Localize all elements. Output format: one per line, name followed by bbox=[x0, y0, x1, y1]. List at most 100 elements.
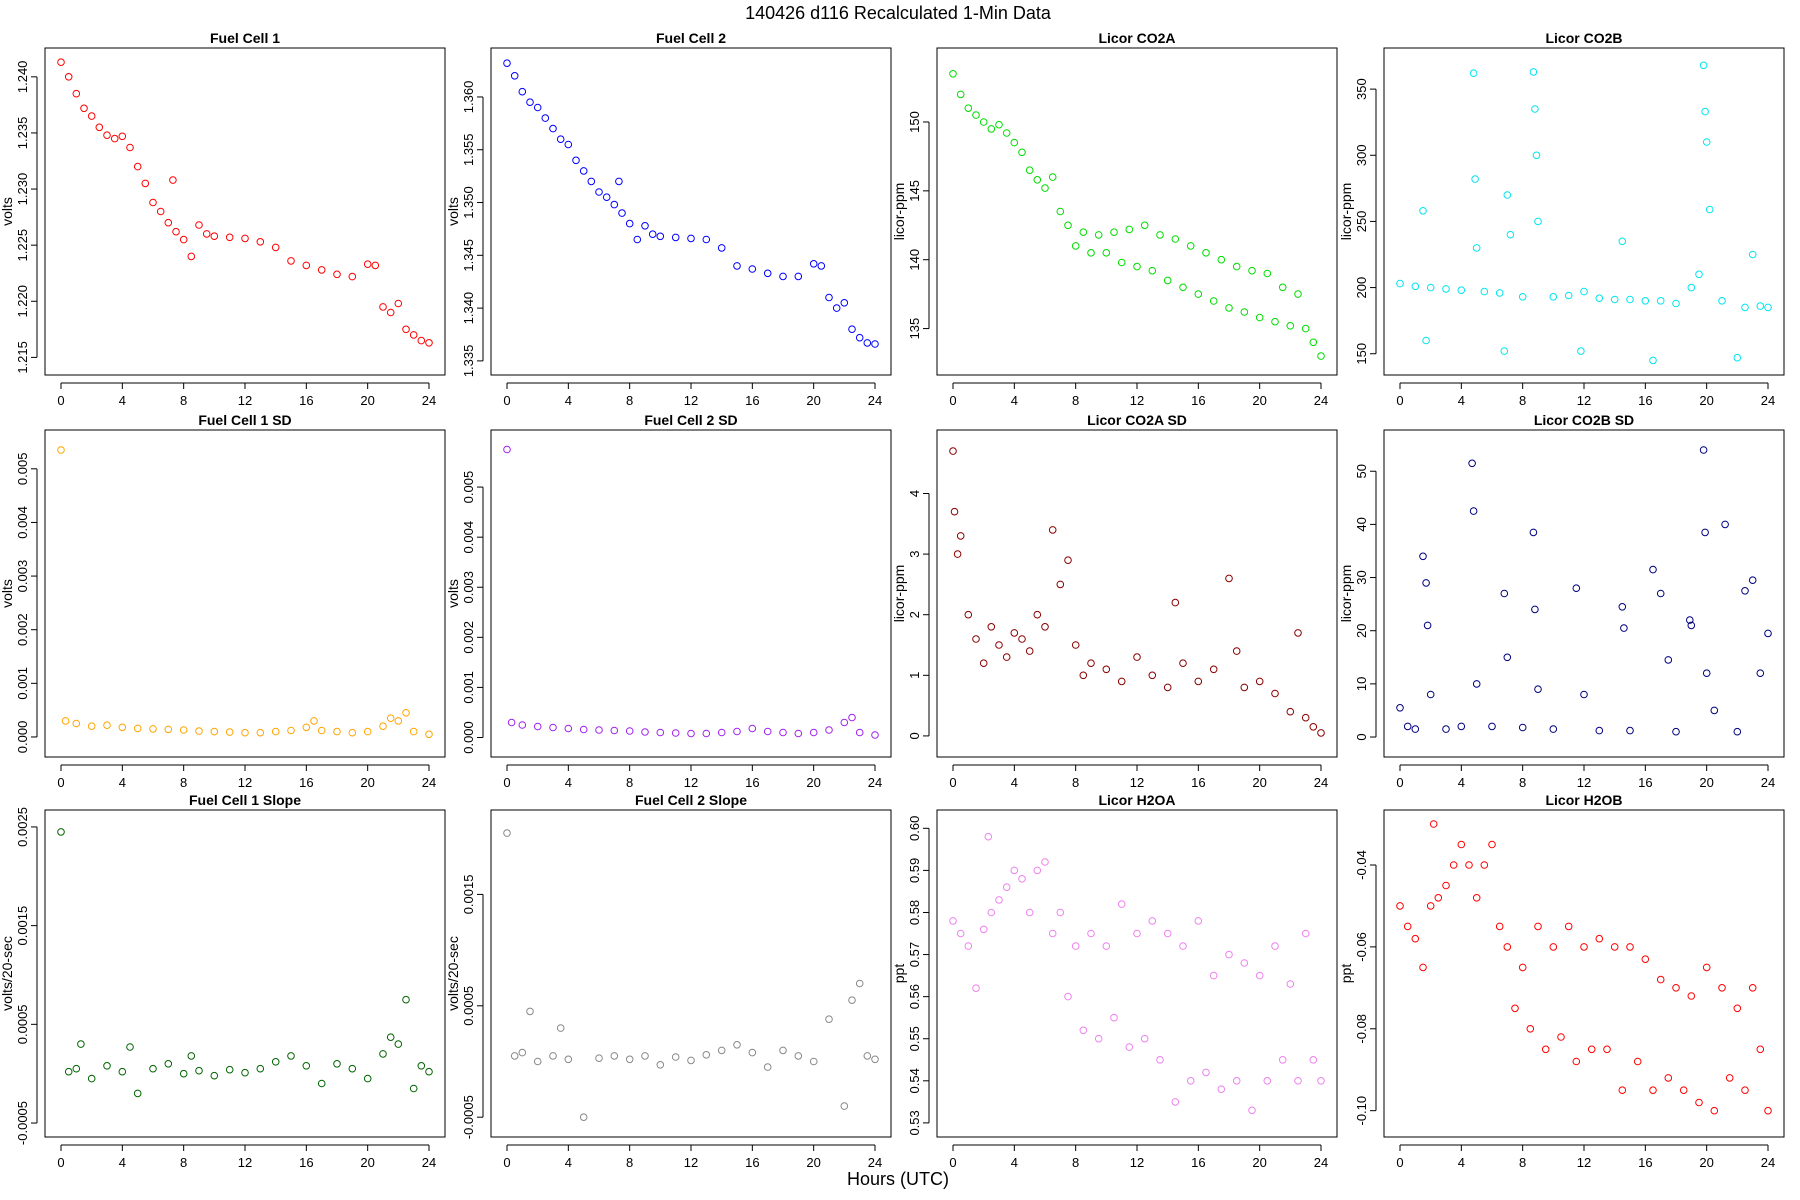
y-tick-label: 0.002 bbox=[15, 613, 30, 646]
data-point bbox=[1171, 598, 1180, 607]
y-tick-label: 1.345 bbox=[461, 239, 476, 272]
y-tick-label: 350 bbox=[1354, 78, 1369, 100]
data-point bbox=[1419, 963, 1427, 972]
x-tick-label: 24 bbox=[422, 393, 436, 408]
data-point bbox=[271, 1058, 280, 1066]
panel-title: Fuel Cell 1 bbox=[210, 30, 280, 46]
data-point bbox=[195, 727, 203, 735]
x-tick-label: 0 bbox=[1396, 393, 1403, 408]
data-point bbox=[595, 1054, 603, 1062]
data-point bbox=[317, 1079, 326, 1088]
y-tick-label: 0.003 bbox=[461, 571, 476, 604]
data-point bbox=[1002, 883, 1011, 892]
y-tick-label: 200 bbox=[1354, 277, 1369, 299]
data-point bbox=[1102, 249, 1111, 257]
panel-12: Licor H2OB 0 4 8 12 16 20 24 -0.10 -0.08 -0.06 -0.0… bbox=[1338, 792, 1785, 1170]
data-point bbox=[1503, 191, 1512, 199]
data-point bbox=[507, 718, 516, 727]
data-point bbox=[80, 104, 88, 113]
data-point bbox=[149, 1064, 157, 1073]
plot-frame bbox=[936, 429, 1338, 758]
data-point bbox=[179, 235, 188, 244]
data-point bbox=[809, 260, 818, 268]
x-tick-label: 4 bbox=[565, 775, 572, 790]
data-point bbox=[1702, 138, 1711, 146]
data-point bbox=[1255, 313, 1264, 322]
data-point bbox=[518, 721, 527, 729]
y-tick-label: 0.005 bbox=[15, 453, 30, 486]
data-point bbox=[1626, 295, 1634, 304]
data-point bbox=[1687, 621, 1696, 630]
data-point bbox=[202, 230, 211, 238]
data-point bbox=[625, 1055, 634, 1064]
data-point bbox=[855, 333, 864, 342]
x-tick-label: 8 bbox=[1519, 775, 1526, 790]
y-axis-label: volts bbox=[0, 579, 15, 608]
data-series bbox=[949, 832, 1325, 1115]
data-point bbox=[103, 131, 111, 139]
panel-2: Fuel Cell 2 0 4 8 12 16 20 24 1.335 1.340 1.345 1.3… bbox=[445, 30, 892, 408]
data-point bbox=[1718, 297, 1726, 305]
data-point bbox=[503, 59, 511, 68]
data-point bbox=[1664, 1074, 1673, 1082]
data-point bbox=[1500, 589, 1509, 598]
panel-title: Licor CO2B SD bbox=[1534, 412, 1634, 428]
data-point bbox=[809, 1057, 818, 1066]
data-point bbox=[510, 1052, 519, 1060]
data-point bbox=[1002, 129, 1011, 137]
data-point bbox=[1301, 324, 1310, 333]
data-point bbox=[1140, 221, 1149, 230]
data-point bbox=[1679, 1086, 1688, 1094]
data-point bbox=[1179, 659, 1187, 668]
y-axis-label: volts bbox=[0, 197, 15, 226]
data-point bbox=[210, 232, 219, 240]
data-series bbox=[1396, 820, 1772, 1115]
data-point bbox=[348, 728, 357, 737]
data-point bbox=[840, 1102, 849, 1110]
data-point bbox=[1531, 105, 1539, 113]
data-point bbox=[394, 717, 403, 725]
data-point bbox=[1426, 690, 1435, 699]
data-point bbox=[241, 728, 249, 737]
panel-9: Fuel Cell 1 Slope 0 4 8 12 16 20 24 -0.0005 0.000… bbox=[0, 792, 446, 1170]
y-tick-label: 0 bbox=[1354, 733, 1369, 740]
y-tick-label: 1.215 bbox=[15, 341, 30, 374]
y-tick-label: -0.0005 bbox=[15, 1101, 30, 1145]
data-point bbox=[1317, 352, 1325, 360]
data-point bbox=[779, 728, 787, 737]
data-point bbox=[1202, 249, 1210, 257]
figure-title: 140426 d116 Recalculated 1-Min Data bbox=[745, 3, 1052, 23]
data-point bbox=[1610, 295, 1619, 304]
data-point bbox=[164, 218, 173, 227]
data-point bbox=[1025, 908, 1034, 917]
data-point bbox=[379, 1050, 387, 1058]
data-point bbox=[1649, 356, 1657, 365]
data-point bbox=[855, 979, 864, 988]
panel-title: Fuel Cell 2 SD bbox=[644, 412, 737, 428]
data-point bbox=[1271, 317, 1279, 326]
plot-frame bbox=[490, 429, 892, 758]
data-point bbox=[518, 87, 527, 96]
x-tick-label: 8 bbox=[1072, 1155, 1079, 1170]
y-tick-label: 250 bbox=[1354, 211, 1369, 233]
data-point bbox=[87, 1074, 96, 1083]
data-point bbox=[1449, 861, 1458, 869]
x-tick-label: 16 bbox=[1191, 1155, 1205, 1170]
data-series bbox=[949, 70, 1325, 360]
data-point bbox=[832, 304, 841, 312]
data-point bbox=[817, 262, 826, 270]
x-tick-label: 16 bbox=[745, 393, 759, 408]
data-point bbox=[1102, 665, 1111, 674]
data-point bbox=[1748, 576, 1757, 585]
data-point bbox=[1701, 107, 1709, 116]
data-point bbox=[1286, 980, 1295, 988]
data-point bbox=[363, 1074, 372, 1083]
data-point bbox=[641, 1052, 649, 1060]
data-point bbox=[1534, 685, 1542, 694]
data-point bbox=[1656, 297, 1665, 305]
y-tick-label: 0.0015 bbox=[461, 875, 476, 915]
y-axis-label: volts/20-sec bbox=[0, 936, 15, 1011]
data-point bbox=[1396, 704, 1404, 712]
data-point bbox=[1423, 621, 1432, 630]
data-point bbox=[1725, 1074, 1734, 1082]
